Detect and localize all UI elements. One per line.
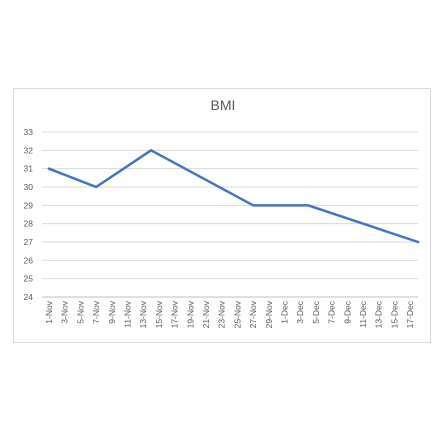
data-point — [416, 240, 420, 244]
x-tick-label: 23-Nov — [217, 300, 227, 328]
x-tick-label: 21-Nov — [201, 300, 211, 328]
y-tick-label: 25 — [24, 274, 34, 284]
x-tick-label: 17-Dec — [405, 300, 415, 328]
x-tick-label: 13-Nov — [138, 300, 148, 328]
y-tick-label: 33 — [24, 127, 34, 137]
x-tick-label: 29-Nov — [264, 300, 274, 328]
x-tick-label: 1-Dec — [280, 300, 290, 323]
series-line — [47, 149, 420, 244]
series-bmi — [47, 149, 420, 244]
y-axis-ticks: 24 25 26 27 28 29 30 31 32 33 — [24, 127, 34, 302]
y-tick-label: 31 — [24, 164, 34, 174]
x-tick-label: 1-Nov — [44, 300, 54, 323]
x-tick-label: 15-Nov — [154, 300, 164, 328]
data-point — [94, 185, 98, 189]
x-tick-label: 27-Nov — [248, 300, 258, 328]
grid-lines — [42, 131, 418, 298]
x-tick-label: 7-Nov — [91, 300, 101, 323]
x-tick-label: 11-Dec — [358, 300, 368, 328]
x-tick-label: 3-Dec — [295, 300, 305, 323]
x-tick-label: 15-Dec — [389, 300, 399, 328]
x-tick-label: 9-Dec — [342, 300, 352, 323]
x-tick-label: 25-Nov — [232, 300, 242, 328]
x-tick-label: 11-Nov — [123, 300, 133, 328]
y-tick-label: 26 — [24, 255, 34, 265]
data-point — [251, 204, 255, 207]
data-point — [306, 204, 310, 207]
y-tick-label: 29 — [24, 200, 34, 210]
chart-frame: BMI 24 25 26 27 28 29 30 31 32 33 1-Nov 3-Nov 5-Nov… — [13, 88, 431, 343]
y-tick-label: 27 — [24, 237, 34, 247]
y-tick-label: 28 — [24, 219, 34, 229]
y-tick-label: 30 — [24, 182, 34, 192]
x-tick-label: 5-Dec — [311, 300, 321, 323]
y-tick-label: 24 — [24, 292, 34, 302]
data-point — [47, 167, 51, 170]
x-tick-label: 19-Nov — [185, 300, 195, 328]
x-tick-label: 5-Nov — [75, 300, 85, 323]
y-tick-label: 32 — [24, 145, 34, 155]
chart-title: BMI — [211, 97, 236, 113]
x-tick-label: 3-Nov — [60, 300, 70, 323]
x-tick-label: 9-Nov — [107, 300, 117, 323]
x-axis-ticks: 1-Nov 3-Nov 5-Nov 7-Nov 9-Nov 11-Nov 13-Nov 15-… — [44, 300, 415, 328]
data-point — [149, 149, 153, 152]
x-tick-label: 13-Dec — [374, 300, 384, 328]
line-chart: BMI 24 25 26 27 28 29 30 31 32 33 1-Nov 3-Nov 5-Nov… — [24, 97, 420, 328]
x-tick-label: 7-Dec — [327, 300, 337, 323]
x-tick-label: 17-Nov — [170, 300, 180, 328]
